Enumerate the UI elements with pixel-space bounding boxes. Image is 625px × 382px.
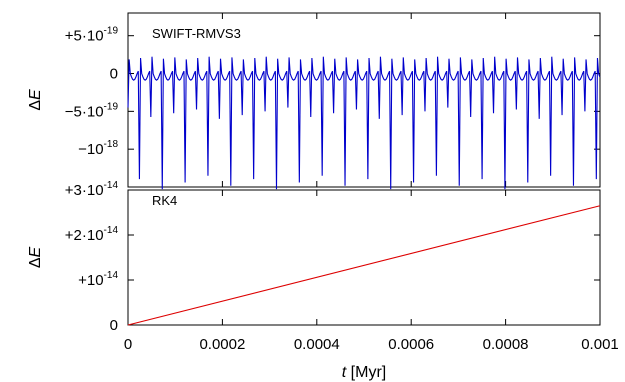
top-panel-label: SWIFT-RMVS3 — [152, 26, 241, 41]
top-y-tick-label: +5·10-19 — [65, 26, 119, 45]
bottom-y-tick-label: +2·10-14 — [65, 225, 119, 244]
x-tick-label: 0.0002 — [199, 336, 245, 353]
x-tick-label: 0.0008 — [483, 336, 529, 353]
top-y-axis-label: ΔE — [27, 89, 44, 111]
top-y-tick-label: −10-18 — [78, 139, 118, 158]
bottom-panel-label: RK4 — [152, 193, 177, 208]
top-y-tick-label: 0 — [110, 66, 118, 83]
x-tick-label: 0.001 — [581, 336, 619, 353]
bottom-panel-frame — [127, 189, 601, 326]
x-axis-label: t [Myr] — [342, 364, 386, 381]
x-tick-label: 0 — [124, 336, 132, 353]
x-tick-label: 0.0006 — [388, 336, 434, 353]
top-panel: +5·10-19 0 −5·10-19 −10-18 SWIFT-RMVS3 ΔE — [27, 12, 601, 190]
top-y-tick-label: −5·10-19 — [65, 101, 119, 120]
bottom-y-tick-label: +3·10-14 — [65, 180, 119, 199]
bottom-y-axis-label: ΔE — [27, 246, 44, 268]
top-series-line-0 — [127, 56, 601, 190]
bottom-panel: 0 0.0002 0.0004 0.0006 0.0008 0.001 +3·10-14 +2… — [27, 180, 619, 381]
x-tick-label: 0.0004 — [294, 336, 340, 353]
bottom-y-tick-label: 0 — [110, 317, 118, 334]
bottom-series-line-0 — [127, 205, 601, 326]
bottom-y-tick-label: +10-14 — [78, 270, 118, 289]
